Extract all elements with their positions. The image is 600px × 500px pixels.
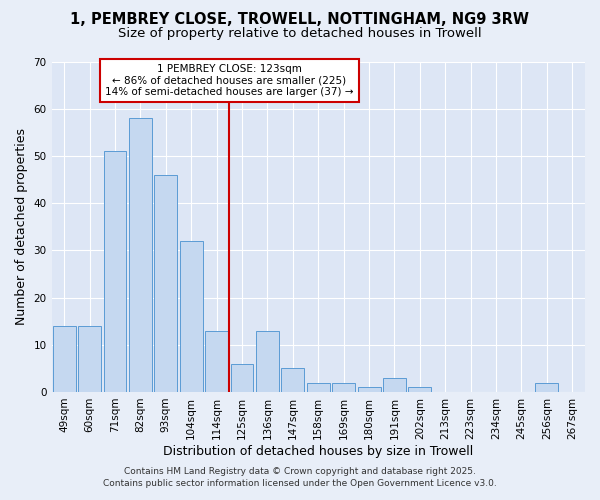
Y-axis label: Number of detached properties: Number of detached properties	[15, 128, 28, 325]
Text: Contains HM Land Registry data © Crown copyright and database right 2025.
Contai: Contains HM Land Registry data © Crown c…	[103, 466, 497, 487]
Bar	[180, 241, 203, 392]
Bar	[535, 382, 559, 392]
X-axis label: Distribution of detached houses by size in Trowell: Distribution of detached houses by size …	[163, 444, 473, 458]
Text: 1 PEMBREY CLOSE: 123sqm
← 86% of detached houses are smaller (225)
14% of semi-d: 1 PEMBREY CLOSE: 123sqm ← 86% of detache…	[105, 64, 353, 97]
Bar	[358, 387, 380, 392]
Bar	[104, 151, 127, 392]
Text: Size of property relative to detached houses in Trowell: Size of property relative to detached ho…	[118, 28, 482, 40]
Bar	[230, 364, 253, 392]
Bar	[332, 382, 355, 392]
Bar	[307, 382, 330, 392]
Bar	[409, 387, 431, 392]
Bar	[256, 330, 279, 392]
Bar	[205, 330, 228, 392]
Bar	[154, 175, 177, 392]
Bar	[53, 326, 76, 392]
Bar	[383, 378, 406, 392]
Bar	[78, 326, 101, 392]
Text: 1, PEMBREY CLOSE, TROWELL, NOTTINGHAM, NG9 3RW: 1, PEMBREY CLOSE, TROWELL, NOTTINGHAM, N…	[71, 12, 530, 28]
Bar	[129, 118, 152, 392]
Bar	[281, 368, 304, 392]
